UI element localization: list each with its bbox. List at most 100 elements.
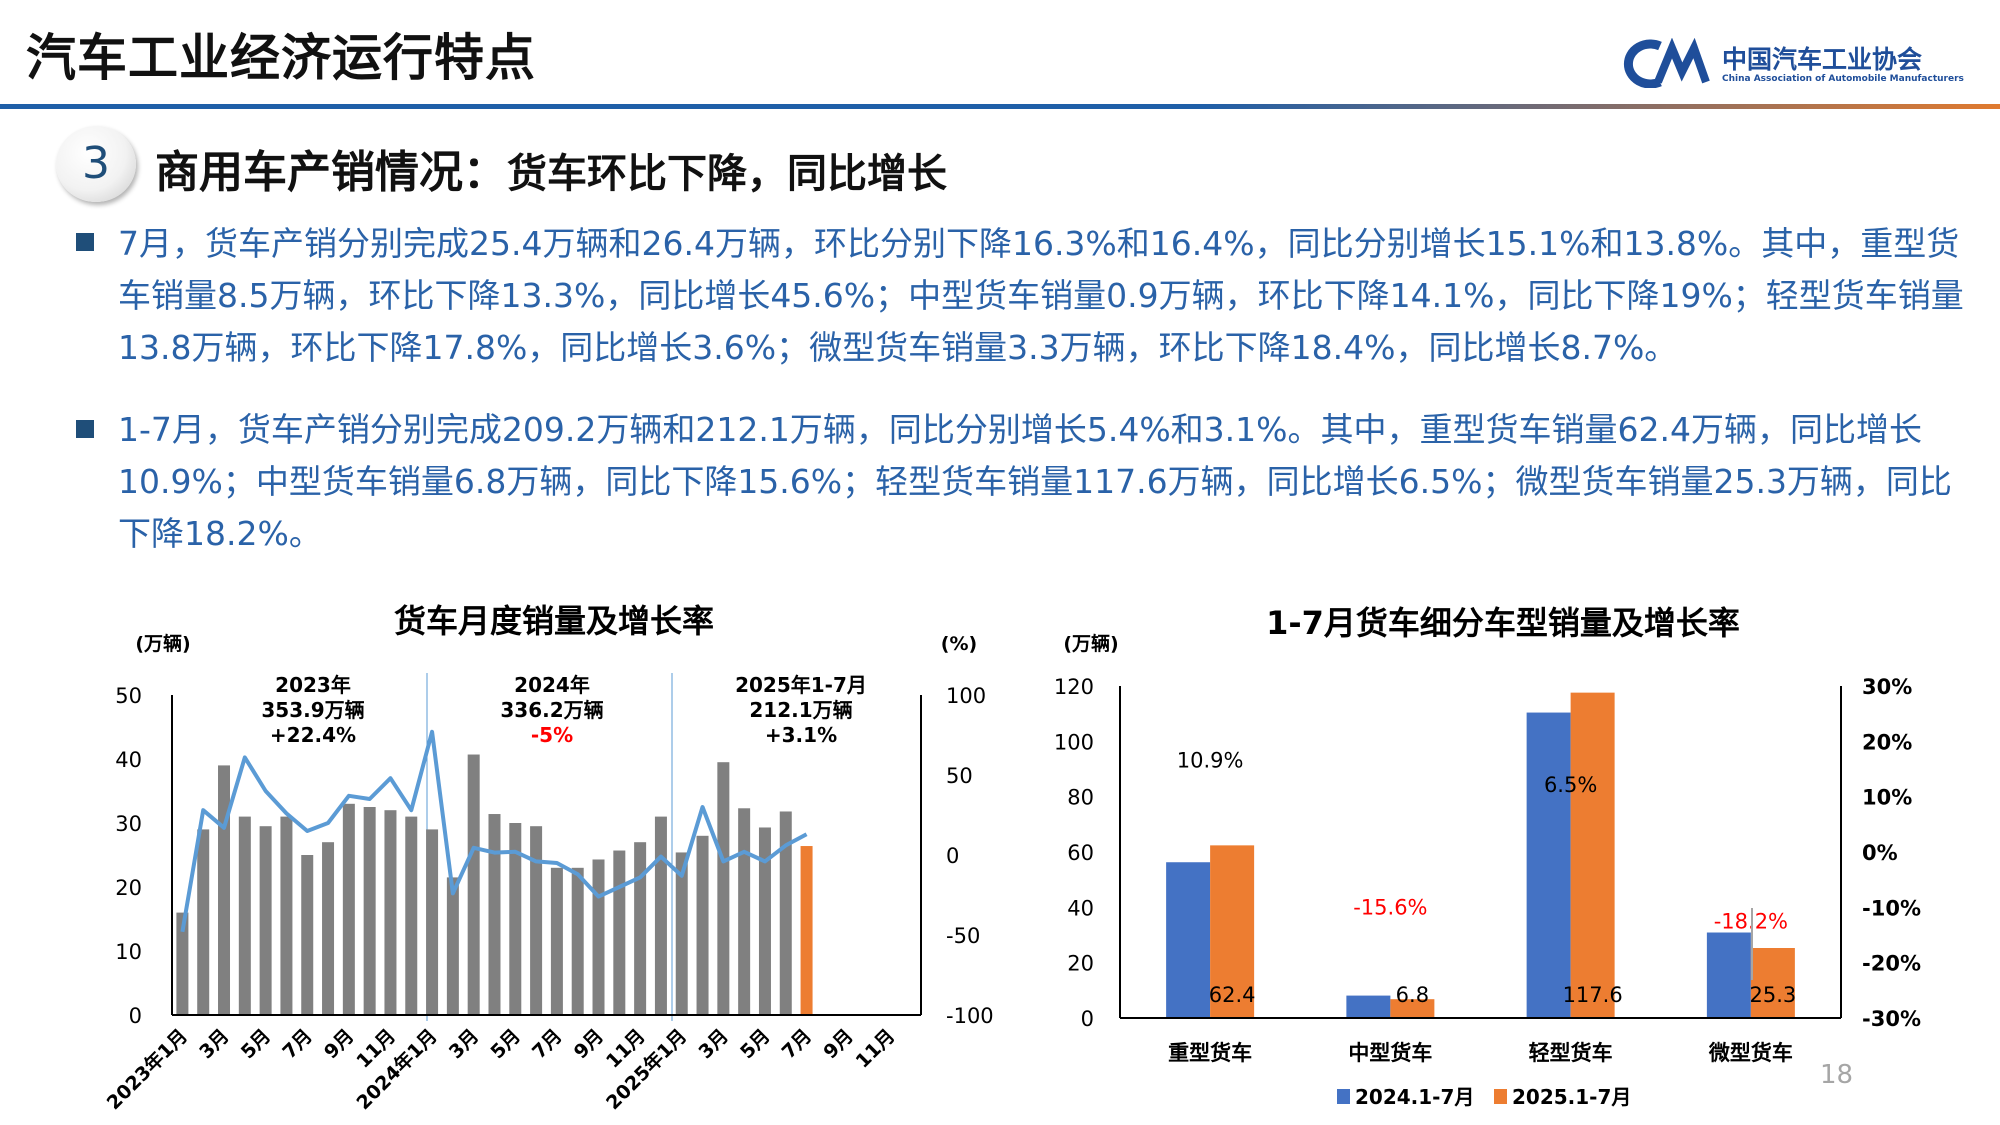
year-annotation: 2024年 xyxy=(514,673,590,697)
y-tick-label: 80 xyxy=(1067,786,1094,810)
year-annotation: +3.1% xyxy=(765,723,837,747)
sales-bar xyxy=(426,829,439,1015)
category-label: 轻型货车 xyxy=(1529,1041,1613,1065)
bar-2024 xyxy=(1526,712,1571,1018)
bar-2025 xyxy=(1570,692,1615,1018)
legend-swatch xyxy=(1494,1089,1507,1104)
sales-bar xyxy=(571,867,584,1015)
page-number: 18 xyxy=(1820,1060,1854,1090)
bullet-marker xyxy=(76,420,94,438)
section-subtitle: 货车环比下降，同比增长 xyxy=(507,151,947,197)
legend-swatch xyxy=(1337,1089,1350,1104)
sales-bar xyxy=(738,808,751,1015)
y2-axis-label: (%) xyxy=(941,633,977,655)
x-tick-label: 5月 xyxy=(486,1025,524,1063)
y2-tick-label: -100 xyxy=(946,1004,994,1028)
y2-tick-label: 0 xyxy=(946,844,959,868)
x-tick-label: 3月 xyxy=(695,1025,733,1063)
bar-data-label: 62.4 xyxy=(1209,983,1256,1007)
section-title-main: 商用车产销情况： xyxy=(155,147,507,198)
y2-tick-label: 50 xyxy=(946,764,973,788)
sales-bar xyxy=(446,877,459,1015)
sales-bar xyxy=(634,842,647,1015)
sales-bar xyxy=(405,816,418,1015)
y-axis-label: (万辆) xyxy=(135,632,190,655)
sales-bar xyxy=(779,811,792,1015)
bar-2025 xyxy=(1390,999,1435,1018)
sales-bar xyxy=(800,846,813,1015)
sales-bar xyxy=(758,827,771,1015)
x-tick-label: 3月 xyxy=(195,1025,233,1063)
sales-bar xyxy=(592,859,605,1015)
bullet-marker xyxy=(76,233,94,251)
y-tick-label: 40 xyxy=(1067,896,1094,920)
y2-tick-label: -20% xyxy=(1862,952,1921,976)
y-tick-label: 120 xyxy=(1054,675,1094,699)
sales-bar xyxy=(342,803,355,1015)
y-tick-label: 60 xyxy=(1067,841,1094,865)
section-title: 商用车产销情况：货车环比下降，同比增长 xyxy=(155,136,947,200)
sales-bar xyxy=(717,762,730,1015)
growth-label: -15.6% xyxy=(1353,895,1427,919)
growth-label: 6.5% xyxy=(1544,773,1597,797)
y2-tick-label: 0% xyxy=(1862,841,1898,865)
sales-bar xyxy=(301,855,314,1015)
y-axis-label: (万辆) xyxy=(1063,632,1118,655)
bar-2025 xyxy=(1210,845,1255,1018)
growth-label: 10.9% xyxy=(1177,749,1244,773)
growth-label: -18.2% xyxy=(1714,910,1788,934)
y-tick-label: 20 xyxy=(1067,952,1094,976)
sales-bar xyxy=(197,829,210,1015)
y2-tick-label: 20% xyxy=(1862,730,1912,754)
y2-tick-label: 100 xyxy=(946,684,986,708)
sales-bar xyxy=(238,816,251,1015)
year-annotation: 336.2万辆 xyxy=(500,698,603,722)
year-annotation: +22.4% xyxy=(270,723,356,747)
legend-label: 2024.1-7月 xyxy=(1355,1085,1474,1109)
sales-bar xyxy=(696,835,709,1015)
category-label: 重型货车 xyxy=(1168,1041,1252,1065)
sales-bar xyxy=(488,814,501,1015)
bar-2025 xyxy=(1750,948,1795,1018)
header-divider xyxy=(0,104,2000,109)
sales-bar xyxy=(509,823,522,1015)
bar-2024 xyxy=(1346,995,1391,1018)
y-tick-label: 10 xyxy=(115,940,142,964)
bar-2024 xyxy=(1166,862,1211,1018)
y-tick-label: 20 xyxy=(115,876,142,900)
bar-data-label: 6.8 xyxy=(1396,983,1429,1007)
page-title: 汽车工业经济运行特点 xyxy=(26,29,536,87)
y2-tick-label: -10% xyxy=(1862,896,1921,920)
legend-label: 2025.1-7月 xyxy=(1512,1085,1631,1109)
growth-line xyxy=(180,729,808,933)
bullet-text: 1-7月，货车产销分别完成209.2万辆和212.1万辆，同比分别增长5.4%和… xyxy=(118,410,1952,553)
caam-logo-icon xyxy=(1623,38,1710,88)
bar-data-label: 117.6 xyxy=(1563,983,1623,1007)
sales-bar xyxy=(654,816,667,1015)
bar-data-label: 25.3 xyxy=(1749,983,1796,1007)
x-tick-label: 7月 xyxy=(778,1025,816,1063)
logo-text-cn: 中国汽车工业协会 xyxy=(1722,45,1923,74)
chart-title: 1-7月货车细分车型销量及增长率 xyxy=(1266,604,1740,642)
bar-2024 xyxy=(1706,932,1751,1018)
y2-tick-label: -50 xyxy=(946,924,980,948)
sales-bar xyxy=(280,816,293,1015)
category-label: 微型货车 xyxy=(1708,1041,1793,1065)
year-annotation: 2025年1-7月 xyxy=(735,673,867,697)
x-tick-label: 7月 xyxy=(528,1025,566,1063)
x-tick-label: 3月 xyxy=(445,1025,483,1063)
y-tick-label: 0 xyxy=(1081,1007,1094,1031)
y2-tick-label: 10% xyxy=(1862,786,1912,810)
x-tick-label: 5月 xyxy=(237,1025,275,1063)
year-annotation: 212.1万辆 xyxy=(749,698,852,722)
y-tick-label: 0 xyxy=(129,1004,142,1028)
logo-text-en: China Association of Automobile Manufact… xyxy=(1722,74,1964,84)
y-tick-label: 50 xyxy=(115,684,142,708)
y2-tick-label: 30% xyxy=(1862,675,1912,699)
category-label: 中型货车 xyxy=(1348,1041,1432,1065)
sales-bar xyxy=(384,810,397,1015)
y-tick-label: 30 xyxy=(115,812,142,836)
year-annotation: -5% xyxy=(531,723,573,747)
x-tick-label: 5月 xyxy=(736,1025,774,1063)
sales-bar xyxy=(675,852,688,1015)
